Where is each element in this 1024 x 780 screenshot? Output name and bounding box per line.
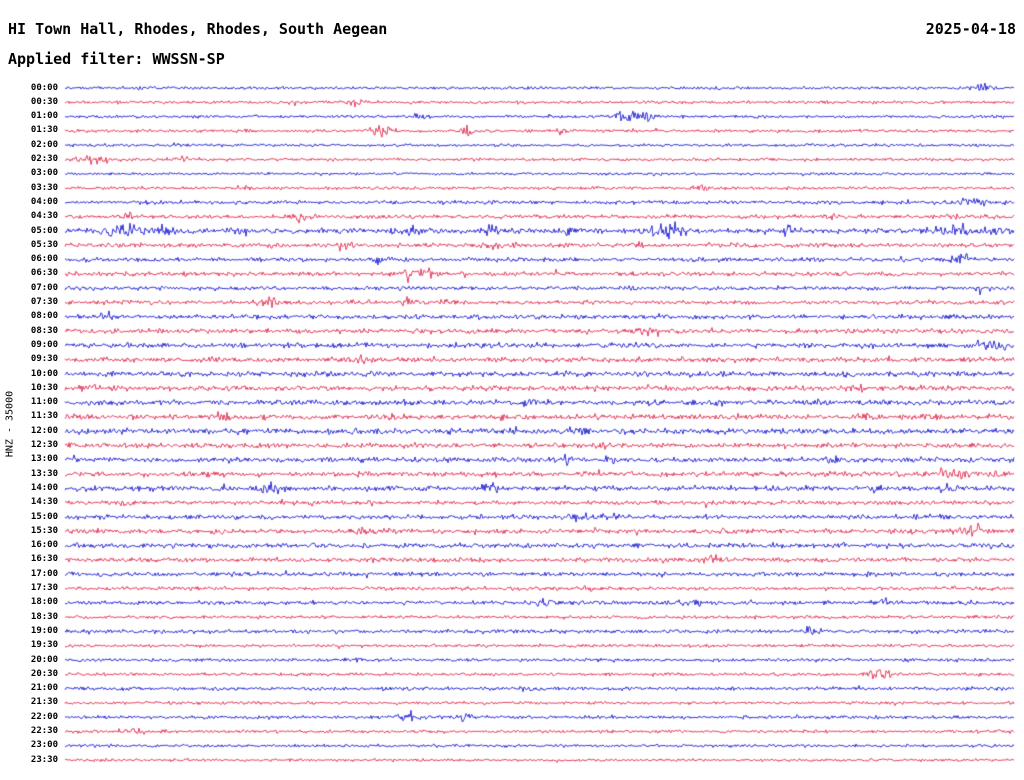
- seismogram-traces-canvas: [0, 0, 1024, 780]
